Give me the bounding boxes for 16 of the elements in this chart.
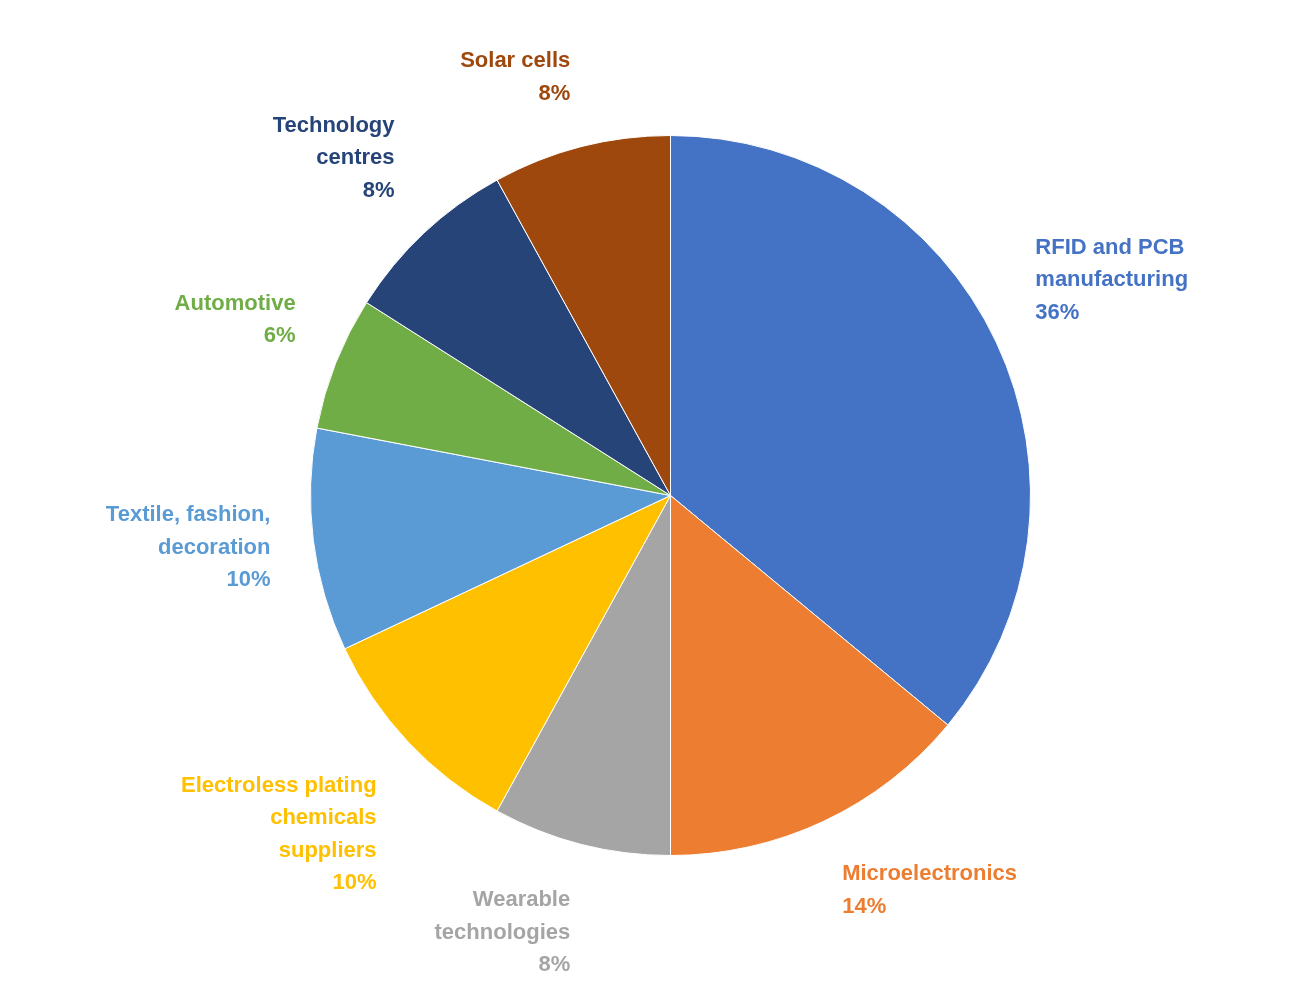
slice-label: Textile, fashion, decoration (105, 501, 271, 559)
data-label: 6% (263, 322, 296, 348)
slice-label: Solar cells (460, 47, 571, 73)
slice-label: Microelectronics (842, 860, 1018, 886)
data-label: 8% (362, 176, 395, 202)
data-label: 36% (1035, 298, 1080, 324)
slice-label: Technology centres (272, 111, 396, 170)
data-label: 14% (842, 892, 887, 918)
slice-label: Automotive (174, 289, 296, 315)
slice-label: Wearable technologies (434, 886, 571, 944)
data-label: 10% (332, 869, 377, 895)
slice-label: RFID and PCB manufacturing (1035, 233, 1189, 292)
data-label: 10% (226, 566, 271, 592)
slice-label: Electroless plating chemicals suppliers (180, 771, 377, 862)
data-label: 8% (538, 951, 571, 977)
data-label: 8% (538, 79, 571, 105)
